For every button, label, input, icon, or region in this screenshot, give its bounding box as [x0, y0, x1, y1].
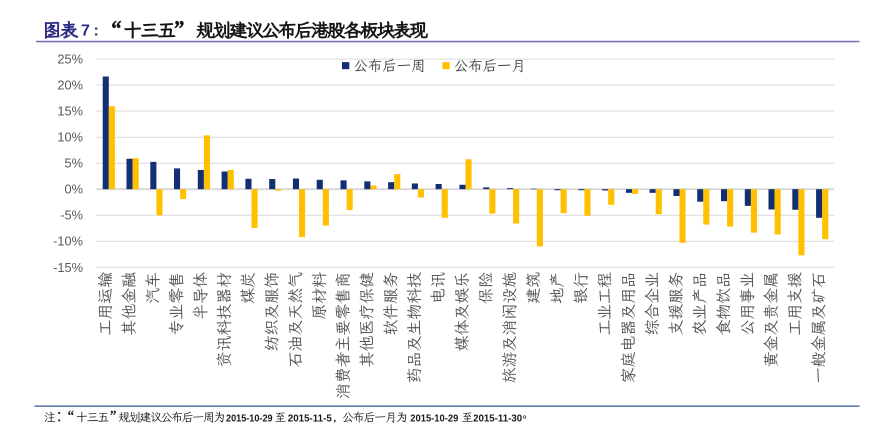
svg-text:-5%: -5%	[60, 208, 83, 223]
svg-text:-15%: -15%	[53, 260, 83, 275]
svg-text:7:: 7:	[81, 22, 99, 39]
svg-text:20%: 20%	[57, 78, 83, 93]
svg-text:0%: 0%	[65, 182, 84, 197]
svg-text:5%: 5%	[65, 156, 84, 171]
svg-text:15%: 15%	[57, 104, 83, 119]
svg-text:2015-10-29: 2015-10-29	[226, 413, 273, 424]
svg-text:25%: 25%	[57, 52, 83, 67]
svg-text:-10%: -10%	[53, 234, 83, 249]
svg-text:2015-10-29: 2015-10-29	[410, 413, 458, 424]
svg-text:2015-11-5: 2015-11-5	[288, 413, 332, 424]
svg-text:2015-11-30: 2015-11-30	[473, 413, 522, 424]
svg-text:10%: 10%	[57, 130, 83, 145]
